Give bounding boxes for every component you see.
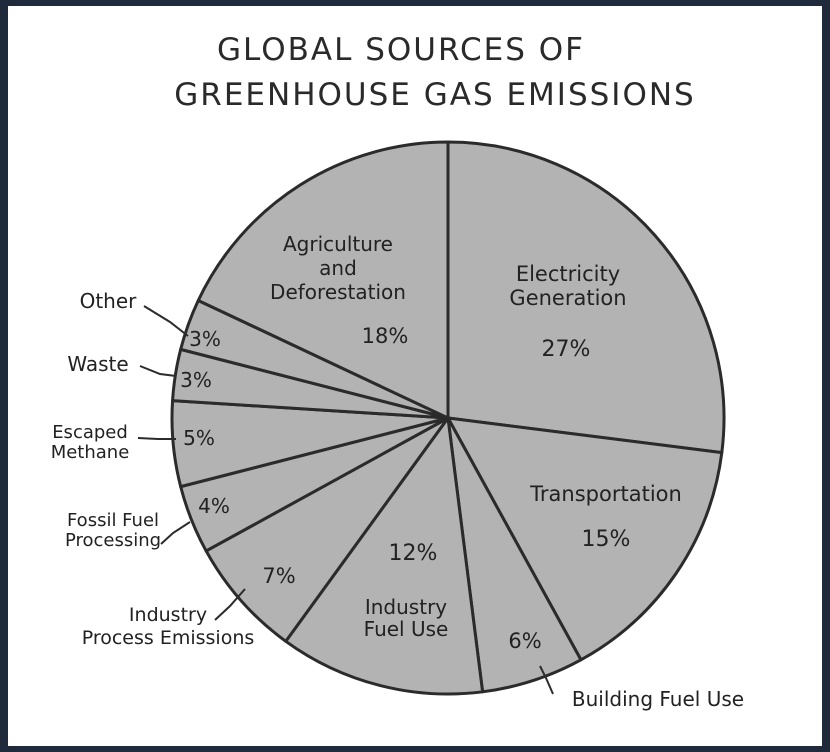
slice-category-label-line: Industry xyxy=(129,604,207,626)
leader-line xyxy=(143,305,189,337)
chart-frame: GLOBAL SOURCES OF GREENHOUSE GAS EMISSIO… xyxy=(8,6,822,746)
slice-category-label-line: Fuel Use xyxy=(364,617,449,641)
slice-category-label: Other xyxy=(80,289,138,313)
slice-category-label: Escaped Methane xyxy=(51,422,130,463)
leader-line xyxy=(137,437,176,440)
slice-category-label-line: Fossil Fuel xyxy=(67,510,159,531)
pie-chart: GLOBAL SOURCES OF GREENHOUSE GAS EMISSIO… xyxy=(51,32,744,711)
chart-title-line-2: GREENHOUSE GAS EMISSIONS xyxy=(174,77,695,113)
slice-percent-label: 3% xyxy=(189,327,221,351)
slice-category-label: Industry Fuel Use xyxy=(364,595,449,641)
slice-percent-label: 27% xyxy=(542,337,591,362)
pie-slice-industry-process-emissions xyxy=(204,416,450,643)
slice-category-label-line: Electricity xyxy=(516,262,620,286)
slice-percent-label: 7% xyxy=(262,564,295,588)
slice-percent-label: 12% xyxy=(389,541,438,566)
pie-slice-electricity-generation xyxy=(446,140,726,455)
pie-slice-transportation xyxy=(446,416,724,662)
pie-slices xyxy=(170,140,726,696)
slice-category-label-line: Deforestation xyxy=(270,280,406,304)
leader-line xyxy=(160,521,191,545)
slice-category-label-line: Process Emissions xyxy=(82,627,255,649)
slice-category-label: Electricity Generation xyxy=(509,262,626,310)
slice-percent-label: 18% xyxy=(362,324,409,348)
slice-category-label-line: Building Fuel Use xyxy=(572,687,744,711)
pie-slice-industry-fuel-use xyxy=(284,416,485,696)
slice-category-label-line: Other xyxy=(80,289,138,313)
slice-category-label-line: Agriculture xyxy=(283,232,393,256)
slice-category-label-line: Transportation xyxy=(529,482,682,506)
slice-category-label-line: Processing xyxy=(65,530,161,551)
slice-category-label: Waste xyxy=(67,352,128,376)
leader-line xyxy=(139,365,177,377)
leader-line xyxy=(214,588,246,621)
slice-category-label: Agriculture and Deforestation xyxy=(270,232,406,304)
slice-percent-label: 6% xyxy=(508,629,541,653)
slice-labels: 27% Electricity Generation 15% Transportatio… xyxy=(51,232,744,711)
slice-percent-label: 3% xyxy=(180,368,212,392)
slice-category-label-line: Industry xyxy=(365,595,447,619)
slice-category-label: Fossil Fuel Processing xyxy=(65,510,161,551)
chart-title: GLOBAL SOURCES OF GREENHOUSE GAS EMISSIO… xyxy=(174,32,695,113)
slice-percent-label: 15% xyxy=(582,527,631,552)
slice-category-label-line: and xyxy=(319,256,357,280)
pie-slice-agriculture-and-deforestation xyxy=(196,140,450,420)
slice-category-label: Transportation xyxy=(529,482,682,506)
slice-category-label-line: Generation xyxy=(509,286,626,310)
chart-title-line-1: GLOBAL SOURCES OF xyxy=(217,32,585,68)
slice-category-label-line: Escaped xyxy=(52,422,128,443)
slice-category-label-line: Methane xyxy=(51,442,130,463)
leader-lines xyxy=(137,305,554,695)
slice-category-label-line: Waste xyxy=(67,352,128,376)
slice-percent-label: 4% xyxy=(198,494,230,518)
slice-category-label: Industry Process Emissions xyxy=(82,604,255,649)
slice-percent-label: 5% xyxy=(183,426,215,450)
slice-category-label: Building Fuel Use xyxy=(572,687,744,711)
leader-line xyxy=(539,665,554,695)
